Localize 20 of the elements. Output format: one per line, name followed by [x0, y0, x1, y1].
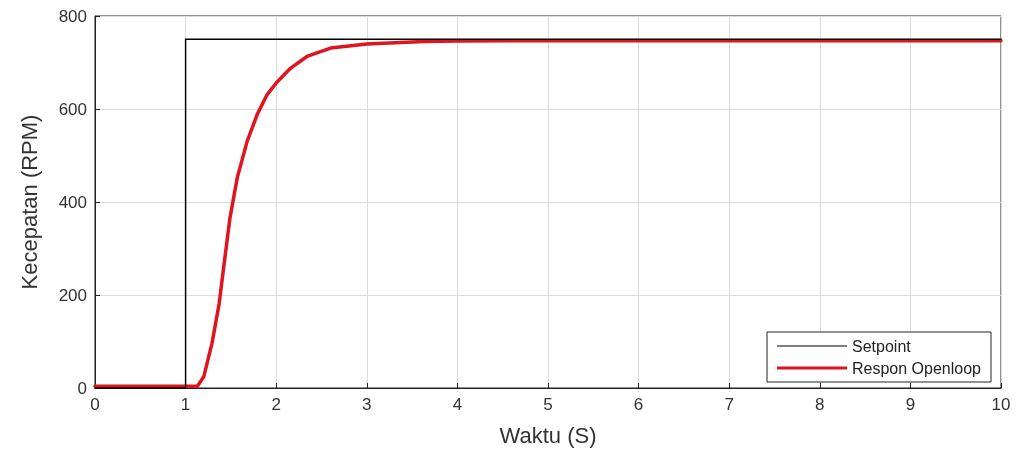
x-tick-label: 10: [991, 395, 1011, 414]
legend-label: Respon Openloop: [852, 359, 982, 377]
x-tick-label: 0: [90, 395, 100, 414]
x-tick-label: 8: [815, 395, 825, 414]
x-tick-label: 9: [905, 395, 916, 414]
x-tick-label: 7: [724, 395, 734, 414]
x-tick-label: 5: [543, 395, 553, 414]
y-tick-label: 800: [58, 6, 87, 26]
x-tick-label: 3: [362, 395, 372, 414]
y-axis-title: Kecepatan (RPM): [16, 114, 42, 290]
x-tick-label: 1: [180, 395, 191, 414]
x-tick-label: 2: [271, 395, 281, 414]
x-tick-label: 4: [452, 395, 463, 414]
y-tick-label: 600: [58, 99, 87, 119]
x-axis-title: Waktu (S): [499, 422, 597, 448]
y-tick-label: 0: [77, 378, 87, 398]
legend-label: Setpoint: [852, 337, 912, 355]
y-tick-label: 400: [58, 192, 87, 212]
y-tick-label: 200: [58, 285, 87, 305]
x-tick-label: 6: [633, 395, 644, 414]
